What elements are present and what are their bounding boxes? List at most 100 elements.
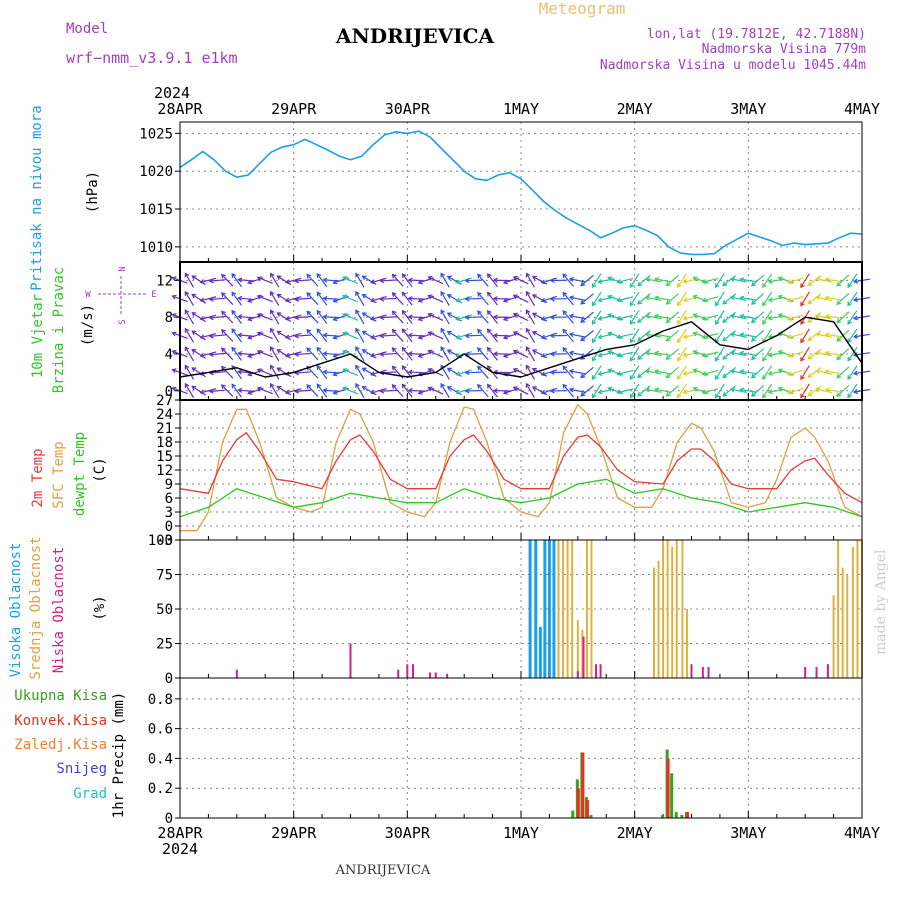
wind-arrow-head [237,332,243,338]
y-tick-label: 3 [165,505,173,521]
wind-arrow-head [342,331,348,337]
wind-arrow [591,383,602,398]
wind-arrow-head [477,273,482,279]
wind-arrow [380,334,397,337]
model-elevation-label: Nadmorska Visina u modelu 1045.44m [600,58,866,73]
cloud-high-bar [547,540,551,678]
wind-arrow-head [486,273,492,279]
wind-arrow [513,350,529,358]
wind-arrow-head [391,365,397,371]
cloud-high-bar [534,540,538,678]
wind-arrow-head [427,294,433,300]
wind-arrow-head [682,370,688,376]
precip-total-bar [674,812,678,818]
wind-arrow-head [446,330,452,336]
wind-arrow [316,328,328,343]
precip-panel: 0 0.2 0.4 0.6 0.8 [148,677,863,827]
wind-arrow-head [607,386,613,392]
wind-arrow [408,279,425,282]
wind-arrow-head [525,290,531,296]
wind-arrow-head [715,375,720,381]
wind-arrow-head [807,281,813,286]
legend-freezing-rain: Zaledj.Kisa [14,737,107,753]
wind-arrow-head [379,333,385,339]
y-tick-label: 24 [156,407,173,423]
wind-arrow [525,291,535,307]
wind-arrow [487,292,498,306]
wind-arrow-head [739,313,745,319]
wind-arrow [677,273,687,288]
wind-arrow-head [729,368,736,374]
wind-arrow [825,333,842,338]
wind-arrow [270,365,280,380]
wind-arrow [371,277,387,284]
wind-arrow-head [361,312,367,317]
wind-arrow [477,310,489,324]
wind-arrow-head [316,291,322,297]
wind-arrow [285,388,302,394]
wind-arrow [355,309,365,325]
wind-arrow [807,330,822,341]
wind-arrow-head [247,334,253,340]
panel-border [179,121,863,263]
wind-arrow-head [417,297,423,303]
wind-arrow-head [502,389,508,395]
wind-arrow [238,352,255,356]
wind-arrow [722,366,737,378]
wind-arrow-head [762,301,767,307]
wind-arrow-head [762,283,767,289]
wind-arrow [487,273,498,288]
wind-arrow-head [332,279,338,285]
wind-arrow-head [293,333,300,339]
wind-arrow [751,329,765,342]
wind-arrow [677,383,687,398]
wind-arrow-head [715,283,720,289]
wind-arrow-head [455,389,461,395]
precip-total-bar [661,815,665,818]
wind-arrow-head [171,368,177,374]
wind-arrow-head [525,309,531,315]
wind-arrow-head [682,352,688,358]
wind-arrow-head [644,350,650,356]
wind-arrow [607,350,624,358]
wind-arrow-head [607,331,613,337]
wind-arrow [800,273,810,288]
wind-arrow [617,314,634,320]
wind-arrow [323,389,340,392]
wind-arrow-head [654,313,660,319]
wind-arrow [730,314,747,320]
wind-arrow [666,385,680,397]
wind-arrow [762,310,773,325]
wind-arrow [402,273,413,288]
cloud-low-bar [595,664,598,678]
wind-arrow-head [237,314,243,320]
wind-arrow [209,297,226,301]
top-time-axis: 28APR 29APR 30APR 1MAY 2MAY 3MAY 4MAY [157,100,880,118]
wind-arrow [825,370,842,375]
y-tick-label: -3 [156,533,173,549]
cloud-low-bar [235,669,238,678]
wind-arrow [617,351,634,357]
wind-arrow-head [477,365,482,371]
wind-arrow-head [815,368,821,374]
wind-arrow [580,274,594,286]
wind-arrow-head [401,328,407,334]
wind-arrow [342,295,359,303]
wind-arrow-head [293,278,300,284]
wind-arrow-head [750,355,756,361]
wind-arrow-head [455,297,461,303]
cloud-mid-bar [590,540,593,678]
wind-arrow-head [379,314,385,321]
wind-arrow [231,328,243,343]
cloud-mid-bar [837,540,840,678]
wind-arrow [677,365,687,380]
cloud-low-bar [434,672,437,678]
wind-arrow-head [502,316,508,322]
cloud-mid-bar [851,546,854,678]
wind-arrow-head [492,296,498,302]
wind-arrow [231,310,243,325]
wind-arrow-head [221,384,226,390]
wind-arrow-head [237,387,243,393]
wind-arrow-head [247,279,253,285]
wind-arrow-head [440,309,446,315]
